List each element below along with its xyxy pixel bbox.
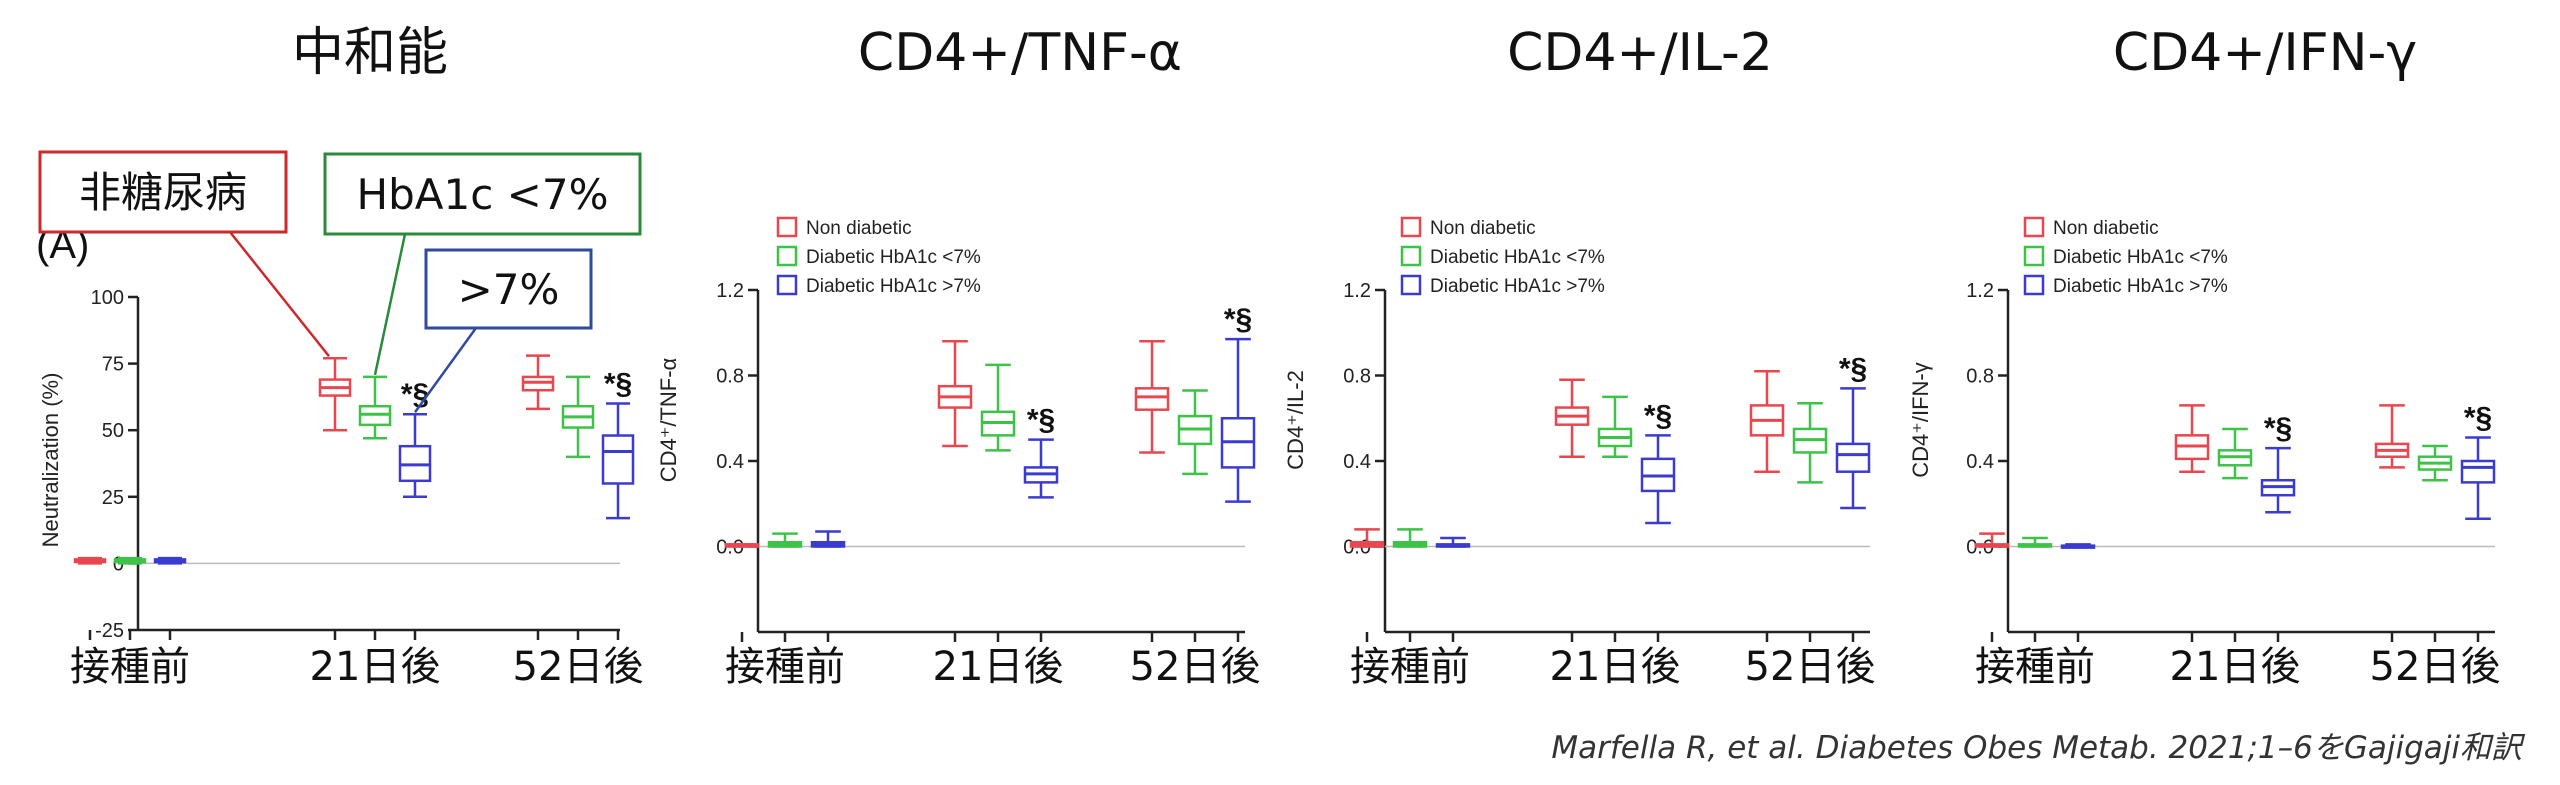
- significance-marker: *§: [1644, 399, 1672, 432]
- legend-label: Non diabetic: [806, 218, 912, 239]
- legend-swatch: [2023, 216, 2045, 238]
- significance-marker: *§: [604, 368, 632, 401]
- category-label: 接種前: [1975, 644, 2095, 690]
- legend-label: Diabetic HbA1c <7%: [1430, 247, 1605, 268]
- legend-swatch: [776, 216, 798, 238]
- panel-title: CD4+/TNF-α: [858, 23, 1182, 83]
- legend-label: Non diabetic: [1430, 218, 1536, 239]
- callout-label: >7%: [458, 265, 560, 314]
- box: [601, 434, 635, 485]
- significance-marker: *§: [2264, 412, 2292, 445]
- callout-box: [38, 150, 288, 234]
- category-label: 52日後: [1745, 644, 1876, 690]
- y-tick-label: 75: [102, 354, 124, 376]
- y-axis-label: Neutralization (%): [38, 373, 63, 548]
- callout-box: [424, 248, 593, 330]
- significance-marker: *§: [2464, 401, 2492, 434]
- significance-marker: *§: [401, 378, 429, 411]
- callout-box: [323, 152, 642, 236]
- significance-marker: *§: [1224, 303, 1252, 336]
- y-tick-label: 0.8: [1966, 366, 1994, 388]
- category-label: 52日後: [513, 644, 644, 690]
- category-label: 接種前: [70, 644, 190, 690]
- legend-swatch: [776, 274, 798, 296]
- y-tick-label: 1.2: [1343, 280, 1371, 302]
- legend-label: Non diabetic: [2053, 218, 2159, 239]
- box: [1134, 387, 1170, 411]
- y-tick-label: -25: [95, 620, 124, 642]
- y-axis-label: CD4⁺/TNF-α: [656, 357, 681, 482]
- callout-leader-line: [229, 231, 330, 358]
- panel-title: CD4+/IFN-γ: [2113, 23, 2417, 83]
- box: [1835, 442, 1871, 473]
- y-tick-label: 0.4: [1966, 451, 1994, 473]
- y-tick-label: 1.2: [1966, 280, 1994, 302]
- category-label: 21日後: [310, 644, 441, 690]
- callout-label: HbA1c <7%: [357, 170, 609, 219]
- significance-marker: *§: [1027, 404, 1055, 437]
- y-tick-label: 0.4: [1343, 451, 1371, 473]
- legend-swatch: [1400, 245, 1422, 267]
- category-label: 21日後: [2170, 644, 2301, 690]
- legend-swatch: [2023, 245, 2045, 267]
- legend-swatch: [1400, 216, 1422, 238]
- y-tick-label: 100: [91, 287, 124, 309]
- legend-label: Diabetic HbA1c <7%: [806, 247, 981, 268]
- y-tick-label: 50: [102, 420, 124, 442]
- source-credit: Marfella R, et al. Diabetes Obes Metab. …: [1551, 730, 2522, 766]
- y-tick-label: 0.4: [716, 451, 744, 473]
- y-axis-label: CD4⁺/IL-2: [1283, 370, 1308, 470]
- callout-leader-line: [413, 327, 478, 413]
- legend-swatch: [1400, 274, 1422, 296]
- legend-label: Diabetic HbA1c <7%: [2053, 247, 2228, 268]
- panel-title: 中和能: [292, 23, 448, 83]
- y-tick-label: 1.2: [716, 280, 744, 302]
- panel-title: CD4+/IL-2: [1507, 23, 1773, 83]
- category-label: 21日後: [1550, 644, 1681, 690]
- box: [2460, 459, 2496, 484]
- legend-swatch: [776, 245, 798, 267]
- significance-marker: *§: [1839, 352, 1867, 385]
- y-tick-label: 0.8: [716, 366, 744, 388]
- category-label: 接種前: [725, 644, 845, 690]
- category-label: 52日後: [1130, 644, 1261, 690]
- y-axis-label: CD4⁺/IFN-γ: [1908, 362, 1933, 478]
- callout-leader-line: [373, 233, 407, 376]
- legend-label: Diabetic HbA1c >7%: [1430, 276, 1605, 297]
- y-tick-label: 25: [102, 487, 124, 509]
- legend-label: Diabetic HbA1c >7%: [2053, 276, 2228, 297]
- legend-label: Diabetic HbA1c >7%: [806, 276, 981, 297]
- callout-label: 非糖尿病: [79, 168, 247, 217]
- category-label: 52日後: [2370, 644, 2501, 690]
- category-label: 接種前: [1350, 644, 1470, 690]
- y-tick-label: 0.8: [1343, 366, 1371, 388]
- legend-swatch: [2023, 274, 2045, 296]
- category-label: 21日後: [933, 644, 1064, 690]
